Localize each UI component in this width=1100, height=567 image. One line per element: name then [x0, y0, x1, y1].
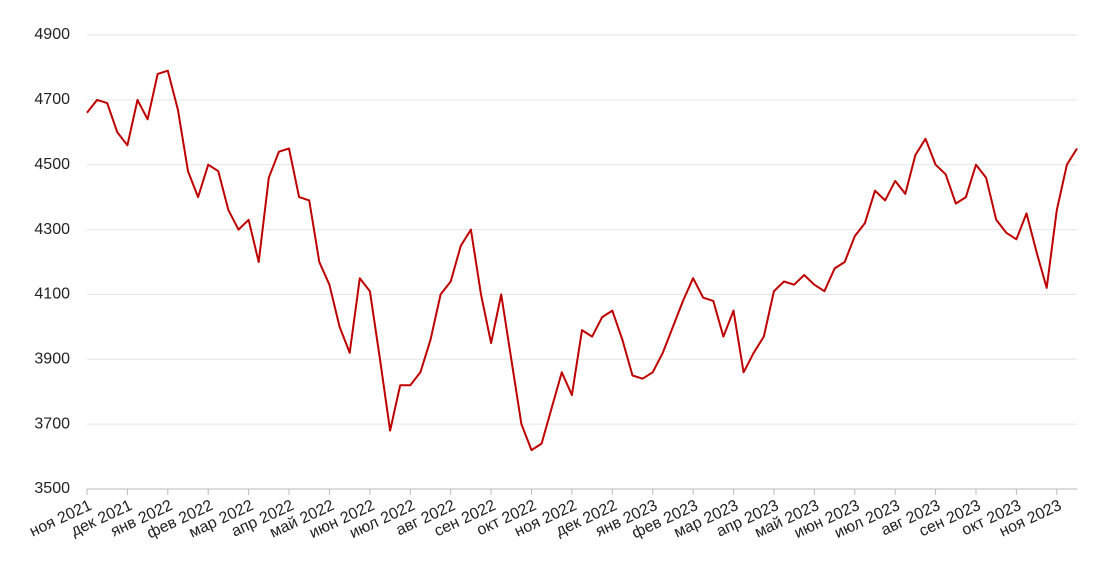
y-tick-label: 4300 [34, 221, 70, 238]
y-tick-label: 4500 [34, 156, 70, 173]
y-tick-label: 3500 [34, 480, 70, 497]
y-tick-label: 4900 [34, 26, 70, 43]
y-tick-label: 4100 [34, 286, 70, 303]
y-tick-label: 3900 [34, 351, 70, 368]
y-tick-label: 4700 [34, 91, 70, 108]
y-tick-label: 3700 [34, 415, 70, 432]
line-series [86, 69, 1078, 452]
